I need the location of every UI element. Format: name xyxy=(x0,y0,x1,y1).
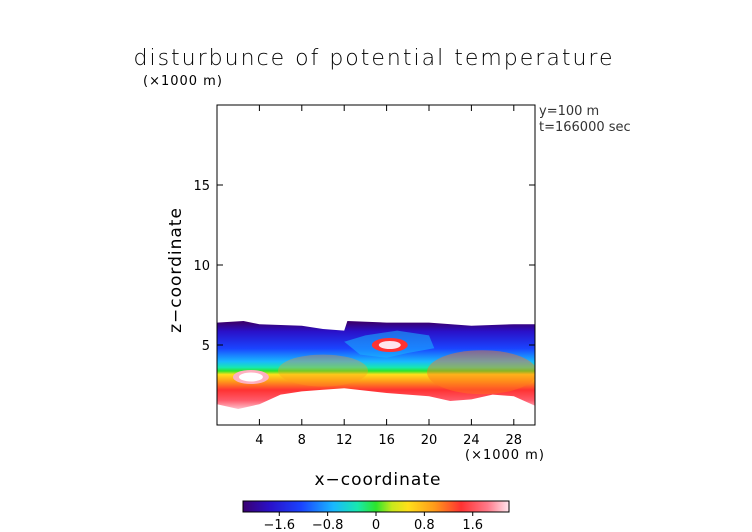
x-tick-label: 24 xyxy=(463,433,480,448)
x-tick-label: 16 xyxy=(378,433,395,448)
y-tick-label: 10 xyxy=(193,259,210,274)
x-axis-label: x−coordinate xyxy=(314,470,442,490)
warm-pocket-core xyxy=(378,341,401,349)
y-tick-label: 15 xyxy=(193,179,210,194)
colorbar xyxy=(242,500,510,513)
x-ticks: 4 8 12 16 20 24 28 xyxy=(255,105,522,448)
colorbar-tick-label: −0.8 xyxy=(312,518,344,532)
warm-patch-mid xyxy=(278,354,368,387)
x-unit-label: (×1000 m) xyxy=(465,448,545,463)
x-tick-label: 20 xyxy=(421,433,438,448)
colorbar-tick-label: 1.6 xyxy=(462,518,483,532)
info-t: t=166000 sec xyxy=(539,120,631,135)
chart-title: disturbunce of potential temperature xyxy=(133,46,615,71)
y-ticks: 5 10 15 xyxy=(193,179,535,354)
warm-core-left-center xyxy=(238,372,263,382)
colorbar-tick-label: 0 xyxy=(372,518,380,532)
warm-patch-right xyxy=(427,350,535,395)
info-y: y=100 m xyxy=(539,104,600,119)
y-tick-label: 5 xyxy=(202,339,210,354)
colorbar-tick-label: −1.6 xyxy=(263,518,295,532)
temperature-field xyxy=(217,321,535,409)
colorbar-tick-label: 0.8 xyxy=(414,518,435,532)
x-tick-label: 4 xyxy=(255,433,263,448)
x-tick-label: 8 xyxy=(298,433,306,448)
colorbar-ticks: −1.6 −0.8 0 0.8 1.6 xyxy=(263,512,483,532)
z-unit-label: (×1000 m) xyxy=(143,74,223,89)
field-band xyxy=(217,321,535,409)
x-tick-label: 12 xyxy=(336,433,353,448)
x-tick-label: 28 xyxy=(506,433,523,448)
